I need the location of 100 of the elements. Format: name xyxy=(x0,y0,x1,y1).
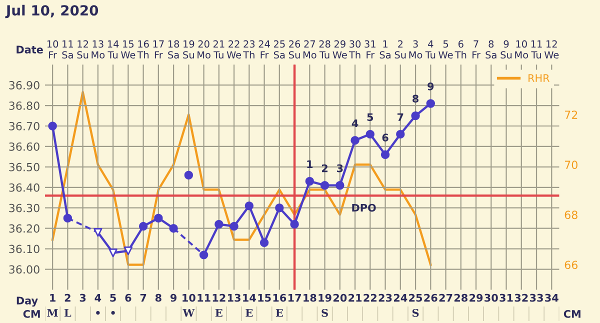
annotation: 6 xyxy=(382,134,388,142)
text: E xyxy=(215,309,222,317)
point xyxy=(396,130,405,139)
x-tick-label: 13 Mo xyxy=(92,40,105,59)
x-tick-label: 3 Mo xyxy=(409,40,422,59)
point xyxy=(380,150,390,160)
y-tick-label: 36.50 xyxy=(9,162,40,172)
x-tick-label: 10 Fr xyxy=(47,40,58,58)
text: • xyxy=(96,310,100,315)
text: E xyxy=(276,309,283,317)
x-tick-label: 20 Mo xyxy=(198,40,210,59)
x-tick-label: 8 Sa xyxy=(486,40,496,59)
y-tick-label: 36.60 xyxy=(9,142,40,151)
x-tick-label: 29 xyxy=(470,294,483,302)
legend-label: RHR xyxy=(528,74,550,82)
x-tick-label: 3 xyxy=(80,294,86,302)
x-tick-label: 19 xyxy=(318,294,332,302)
text: M xyxy=(47,309,58,317)
x-tick-label: 23 xyxy=(378,294,392,302)
point xyxy=(260,238,269,248)
x-tick-label: 20 xyxy=(333,294,347,302)
x-tick-label: 12 We xyxy=(544,40,559,59)
x-tick-label: 33 xyxy=(530,294,543,302)
point xyxy=(48,122,57,130)
x-tick-label: 31 xyxy=(500,294,513,302)
y-tick-label: 36.10 xyxy=(9,244,40,254)
y-tick-label: 36.40 xyxy=(9,183,40,192)
point xyxy=(214,220,224,229)
point xyxy=(169,224,178,233)
y-tick-label: 36.90 xyxy=(9,81,40,90)
y-tick-label: 36.00 xyxy=(9,265,40,274)
point xyxy=(426,99,436,108)
x-tick-label: 1 Sa xyxy=(380,40,390,59)
x-tick-label: 11 Tu xyxy=(531,40,542,59)
y2-tick-label: 66 xyxy=(564,260,578,270)
x-tick-label: 1 xyxy=(50,294,56,302)
x-axis-title: Date xyxy=(16,46,43,54)
y-tick-label: 36.20 xyxy=(9,224,40,233)
x-tick-label: 21 xyxy=(348,294,362,302)
point xyxy=(290,220,299,229)
x-tick-label: 14 Tu xyxy=(108,40,119,59)
x-tick-label: 16 Th xyxy=(137,40,149,58)
annotation: 4 xyxy=(352,119,358,128)
point xyxy=(124,246,133,256)
point xyxy=(184,170,194,180)
point xyxy=(411,111,420,120)
point xyxy=(154,214,163,222)
x-tick-label: 13 xyxy=(228,294,240,302)
text: L xyxy=(64,309,72,317)
y-tick-label: 36.80 xyxy=(9,102,40,110)
x-tick-label: 34 xyxy=(545,294,558,302)
annotation: 8 xyxy=(412,94,419,103)
x-tick-label: 9 Su xyxy=(500,40,512,59)
y-tick-label: 36.30 xyxy=(9,204,40,212)
x-tick-label: 23 Th xyxy=(243,40,255,58)
point xyxy=(320,180,330,190)
point xyxy=(199,250,208,260)
x-tick-label: 4 xyxy=(94,294,102,302)
annotation: DPO xyxy=(352,204,376,212)
y-tick-label: 36.70 xyxy=(9,122,40,130)
x-tick-label: 17 xyxy=(288,294,301,302)
x-tick-label: 7 Fr xyxy=(472,40,480,58)
x-tick-label: 25 xyxy=(409,294,422,302)
x-tick-label: 27 xyxy=(439,294,452,302)
x-tick-label: 19 Su xyxy=(183,40,194,59)
x-tick-label: 18 Sa xyxy=(168,40,180,59)
x-tick-label: 24 Fr xyxy=(258,40,270,58)
x-tick-label: 11 xyxy=(198,294,210,302)
annotation: 9 xyxy=(428,82,434,90)
x-tick-label: 10 xyxy=(182,294,196,302)
annotation: 2 xyxy=(322,164,328,172)
x-tick-label: 10 Mo xyxy=(515,40,528,59)
point xyxy=(244,201,254,210)
x-tick-label: 9 xyxy=(170,294,177,302)
x-tick-label: 17 Fr xyxy=(153,40,164,58)
point xyxy=(230,222,238,231)
x-tick-label: 15 We xyxy=(120,40,136,59)
point xyxy=(63,214,72,222)
x-tick-label: 25 Sa xyxy=(274,40,285,59)
x-tick-label: 2 Su xyxy=(394,40,406,59)
x-tick-label: 30 Th xyxy=(348,40,361,58)
annotation: 5 xyxy=(367,113,374,122)
x-tick-label: 11 Sa xyxy=(62,40,73,59)
point xyxy=(366,130,375,139)
x-tick-label: 8 xyxy=(155,294,162,302)
x-tick-label: 4 Tu xyxy=(425,40,436,59)
point xyxy=(336,180,344,190)
x-tick-label: 30 xyxy=(484,294,498,302)
x-axis-title: Day xyxy=(16,296,38,307)
x-tick-label: 15 xyxy=(258,294,271,302)
point xyxy=(94,228,102,237)
x-tick-label: 6 Th xyxy=(454,40,466,58)
x-tick-label: 6 xyxy=(125,294,132,302)
x-tick-label: 31 Fr xyxy=(364,40,376,58)
x-tick-label: 24 xyxy=(394,294,408,302)
chart-title: Jul 10, 2020 xyxy=(5,4,98,18)
y2-tick-label: 72 xyxy=(564,110,578,119)
x-tick-label: 27 Mo xyxy=(303,40,316,59)
text: E xyxy=(246,309,253,317)
annotation: 1 xyxy=(307,160,313,168)
